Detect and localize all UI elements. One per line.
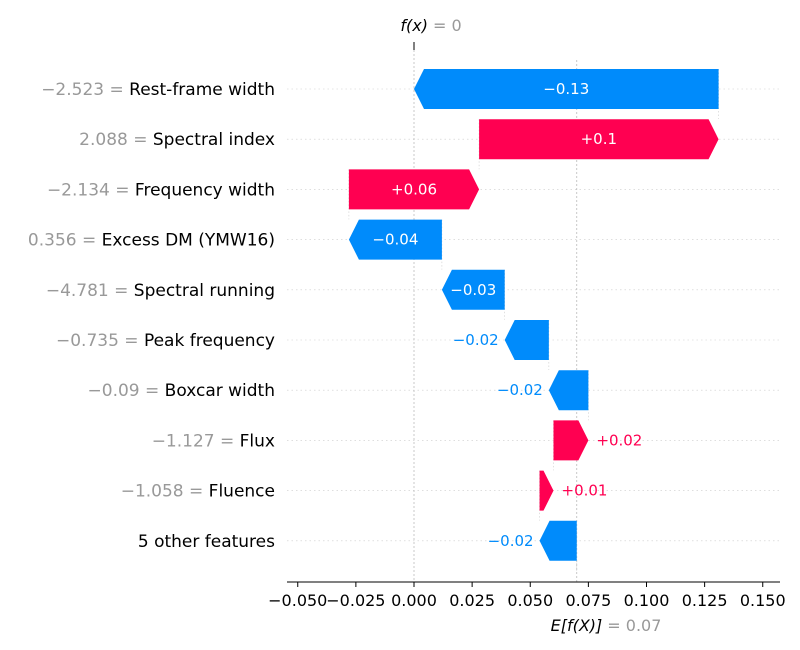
feature-name: Peak frequency — [144, 331, 275, 351]
positive-contribution-bar — [553, 420, 589, 461]
bar-value-label: −0.03 — [450, 281, 496, 299]
bar-value-label: +0.1 — [581, 130, 617, 148]
x-axis-ticks: −0.050−0.025 0.000 0.025 0.050 0.075 0.100 0.1… — [268, 582, 786, 610]
efx-label-value: = 0.07 — [607, 616, 661, 635]
feature-name: Spectral running — [134, 281, 275, 301]
feature-name: Fluence — [209, 482, 275, 502]
x-tick-label: 0.025 — [449, 591, 495, 610]
bar-value-label: −0.02 — [453, 331, 499, 349]
feature-value: −2.523 = — [41, 80, 129, 100]
feature-value: −0.735 = — [56, 331, 144, 351]
feature-name: Spectral index — [153, 130, 275, 150]
x-tick-label: 0.000 — [391, 591, 437, 610]
bar-value-label: +0.06 — [391, 180, 437, 198]
x-tick-label: 0.075 — [565, 591, 611, 610]
feature-value: −1.127 = — [152, 431, 240, 451]
negative-contribution-bar — [539, 520, 577, 561]
feature-value: 2.088 = — [79, 130, 153, 150]
efx-label-main: E[f(X)] — [551, 616, 603, 635]
fx-label-value: = 0 — [433, 16, 462, 35]
feature-name: Boxcar width — [165, 381, 275, 401]
fx-label: f(x) = 0 — [400, 16, 461, 35]
feature-value: −0.09 = — [88, 381, 165, 401]
feature-label: 0.356 = Excess DM (YMW16) — [28, 231, 275, 251]
fx-label-main: f(x) — [400, 16, 428, 35]
feature-label: −2.523 = Rest-frame width — [41, 80, 275, 100]
x-tick-label: 0.100 — [624, 591, 670, 610]
feature-name: Excess DM (YMW16) — [102, 231, 275, 251]
feature-label: 5 other features — [138, 532, 275, 552]
x-tick-label: −0.025 — [326, 591, 385, 610]
bar-value-label: −0.04 — [372, 231, 418, 249]
feature-name: Frequency width — [135, 180, 275, 200]
feature-label: −0.09 = Boxcar width — [88, 381, 275, 401]
feature-value: −2.134 = — [47, 180, 135, 200]
feature-label: −1.127 = Flux — [152, 431, 275, 451]
efx-label: E[f(X)] = 0.07 — [551, 616, 662, 635]
negative-contribution-bar — [504, 320, 549, 360]
positive-contribution-bar — [348, 169, 480, 210]
bar-value-label: −0.02 — [488, 532, 534, 550]
bars-layer — [348, 69, 719, 561]
bar-value-label: +0.02 — [596, 431, 642, 449]
negative-contribution-bar — [441, 269, 505, 310]
feature-label: −4.781 = Spectral running — [46, 281, 275, 301]
feature-label: −1.058 = Fluence — [121, 482, 275, 502]
feature-value: −4.781 = — [46, 281, 134, 301]
bar-value-label: −0.13 — [543, 80, 589, 98]
feature-labels-layer: −2.523 = Rest-frame width −0.13 2.088 = Sp… — [28, 80, 642, 552]
feature-name: Rest-frame width — [129, 80, 275, 100]
feature-label: 2.088 = Spectral index — [79, 130, 275, 150]
x-tick-label: 0.050 — [507, 591, 553, 610]
negative-contribution-bar — [414, 69, 719, 109]
negative-contribution-bar — [548, 370, 589, 411]
positive-contribution-bar — [539, 470, 554, 511]
feature-name: 5 other features — [138, 532, 275, 552]
positive-contribution-bar — [479, 119, 719, 160]
feature-label: −0.735 = Peak frequency — [56, 331, 275, 351]
feature-label: −2.134 = Frequency width — [47, 180, 275, 200]
bar-value-label: −0.02 — [497, 381, 543, 399]
negative-contribution-bar — [348, 219, 442, 260]
feature-name: Flux — [240, 431, 275, 451]
feature-value: 0.356 = — [28, 231, 102, 251]
feature-value: −1.058 = — [121, 482, 209, 502]
x-tick-label: 0.150 — [740, 591, 786, 610]
x-tick-label: 0.125 — [682, 591, 728, 610]
bar-value-label: +0.01 — [562, 482, 608, 500]
x-tick-label: −0.050 — [268, 591, 327, 610]
